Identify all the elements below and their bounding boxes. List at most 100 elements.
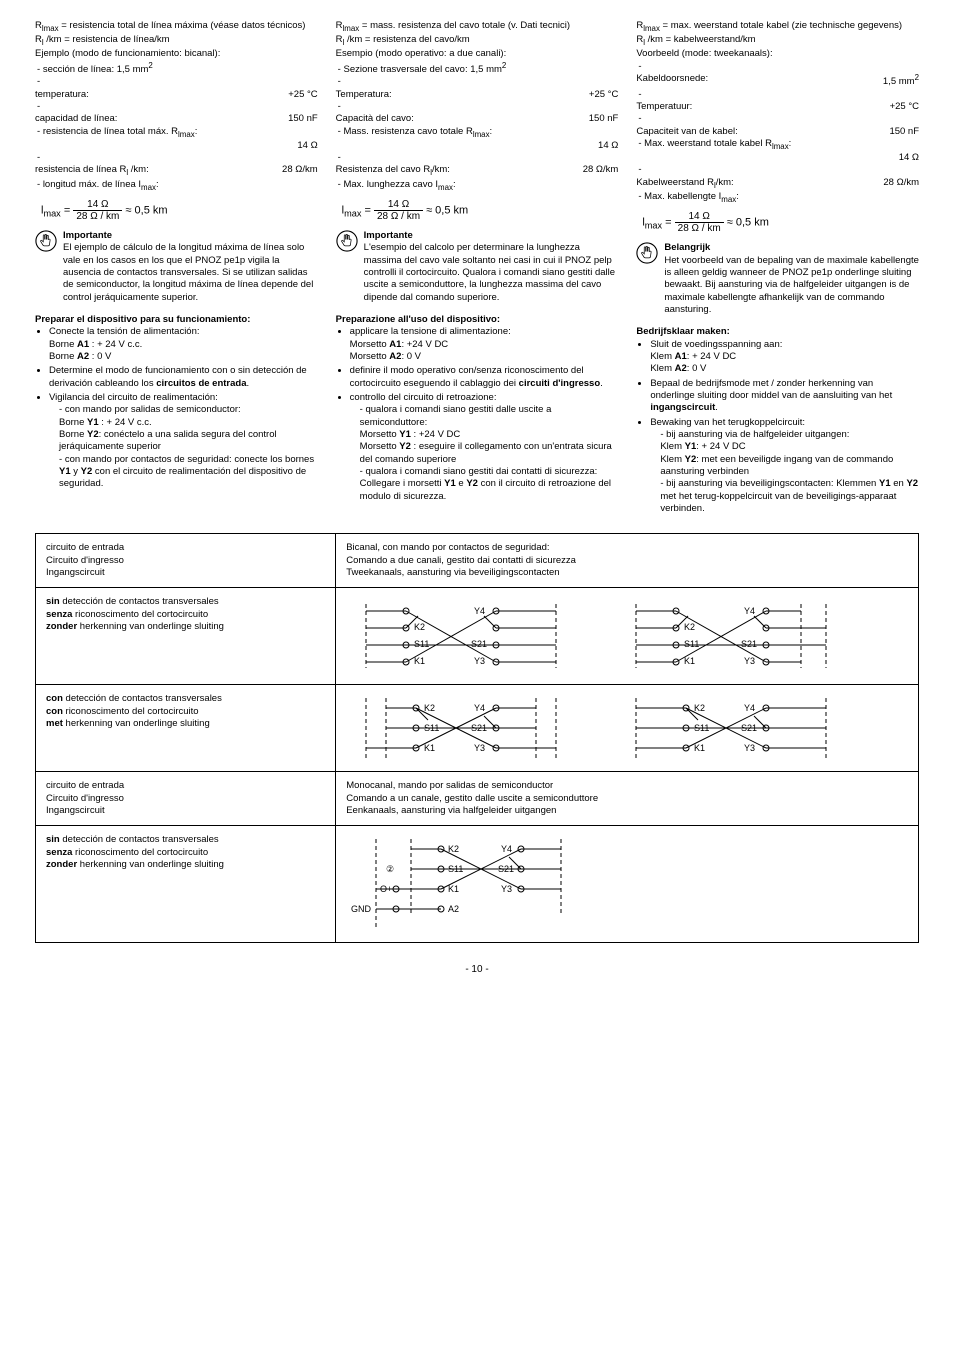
r4-left: circuito de entrada Circuito d'ingresso …	[36, 772, 336, 826]
hand-icon	[336, 230, 358, 304]
v: 14 Ω	[297, 140, 317, 152]
t: Bepaal de bedrijfsmode met / zonder herk…	[650, 378, 892, 401]
t: : +24 V DC	[411, 429, 460, 440]
lbl: S11	[424, 723, 439, 733]
sub: lmax	[473, 129, 490, 138]
spec-list: Kabeldoorsnede:1,5 mm2 Temperatuur:+25 °…	[636, 61, 919, 205]
circuit-diagram-mono: ② O+ GND K2 S11 K1 A2 Y4 S21 Y3	[346, 834, 606, 934]
txt: = mass. resistenza del cavo totale (v. D…	[359, 20, 570, 31]
v: 28 Ω/km	[883, 177, 919, 191]
txt: /km = resistencia de línea/km	[44, 34, 170, 45]
t: bij aansturing via beveiligingscontacten…	[666, 478, 879, 489]
t: Temperatuur:	[636, 101, 692, 113]
t: met het terug-koppelcircuit van de bevei…	[660, 491, 896, 514]
l: Monocanal, mando por salidas de semicond…	[346, 780, 908, 792]
prep-title: Preparazione all'uso del dispositivo:	[336, 314, 619, 326]
eq: =	[662, 217, 675, 229]
b: senza	[46, 609, 72, 620]
t: con el circuito de realimentación del di…	[59, 466, 306, 489]
lbl: S11	[414, 639, 429, 649]
lbl: Y3	[474, 743, 485, 753]
t: con mando por contactos de seguridad: co…	[65, 454, 314, 465]
t: detección de contactos transversales	[60, 834, 219, 845]
lbl: Y4	[474, 606, 485, 616]
t: Borne	[49, 351, 77, 362]
t: controllo del circuito di retroazione:	[350, 392, 497, 403]
circuit-diagram: K2 S11 K1 Y4 S21 Y3	[346, 693, 576, 763]
l: Ingangscircuit	[46, 805, 325, 817]
v: 150 nF	[288, 113, 318, 125]
t: e	[456, 478, 467, 489]
lbl: Y4	[744, 703, 755, 713]
t: capacidad de línea:	[35, 113, 117, 125]
t: Collegare i morsetti	[360, 478, 444, 489]
note-title: Importante	[63, 230, 318, 242]
t: longitud máx. de línea I	[43, 179, 141, 190]
sub: lmax	[343, 24, 360, 33]
b: Y2	[685, 454, 697, 465]
lbl: ②	[386, 864, 394, 874]
sup: 2	[915, 73, 919, 82]
v: 150 nF	[889, 126, 919, 138]
t: herkenning van onderlinge sluiting	[77, 621, 224, 632]
example-title: Ejemplo (modo de funcionamiento: bicanal…	[35, 48, 318, 60]
eq: =	[361, 204, 374, 216]
v: +25 °C	[288, 89, 317, 101]
spec-list: sección de línea: 1,5 mm2 temperatura:+2…	[35, 61, 318, 193]
note-title: Importante	[364, 230, 619, 242]
note-title: Belangrijk	[664, 242, 919, 254]
v: 14 Ω	[899, 152, 919, 164]
b: Y2	[81, 466, 93, 477]
spec-list: Sezione trasversale del cavo: 1,5 mm2 Te…	[336, 61, 619, 193]
t: Kabeldoorsnede:	[636, 73, 708, 89]
v: 1,5 mm	[883, 76, 915, 87]
txt: = max. weerstand totale kabel (zie techn…	[660, 20, 902, 31]
lbl: S21	[498, 864, 514, 874]
b: A1	[77, 339, 89, 350]
t: qualora i comandi siano gestiti dalle us…	[360, 404, 552, 427]
t: Max. lunghezza cavo I	[343, 179, 438, 190]
lbl: S11	[448, 864, 463, 874]
note-body-text: Het voorbeeld van de bepaling van de max…	[664, 255, 919, 317]
lbl: S11	[684, 639, 699, 649]
t: en	[891, 478, 907, 489]
lbl: K1	[414, 656, 425, 666]
t: Sezione trasversale del cavo: 1,5 mm	[343, 64, 501, 75]
num: 14 Ω	[675, 211, 724, 223]
hand-icon	[636, 242, 658, 316]
t: riconoscimento del cortocircuito	[72, 609, 208, 620]
sub: lmax	[643, 24, 660, 33]
t: Mass. resistenza cavo totale R	[343, 126, 472, 137]
num: 14 Ω	[374, 199, 423, 211]
t: Bewaking van het terugkoppelcircuit:	[650, 417, 805, 428]
t2: /km:	[432, 164, 450, 175]
b: sin	[46, 596, 60, 607]
t: Max. weerstand totale kabel R	[644, 138, 772, 149]
b: Y1	[87, 417, 99, 428]
t: con mando por salidas de semiconductor:	[65, 404, 241, 415]
note-importante: Importante El ejemplo de cálculo de la l…	[35, 230, 318, 304]
rlmax-line: Rlmax = max. weerstand totale kabel (zie…	[636, 20, 919, 34]
r1-right: Bicanal, con mando por contactos de segu…	[336, 534, 919, 588]
r4-right: Monocanal, mando por salidas de semicond…	[336, 772, 919, 826]
example-title: Voorbeeld (mode: tweekanaals):	[636, 48, 919, 60]
sup: 2	[502, 61, 506, 70]
t: Sluit de voedingsspanning aan:	[650, 339, 782, 350]
circuit-diagram: K2 S11 K1 Y4 S21 Y3	[346, 596, 576, 676]
r5-right: ② O+ GND K2 S11 K1 A2 Y4 S21 Y3	[336, 826, 919, 943]
b: A1	[675, 351, 687, 362]
b: A2	[389, 351, 401, 362]
eq: =	[61, 204, 74, 216]
t: Resistenza del cavo R	[336, 164, 431, 175]
t: temperatura:	[35, 89, 89, 101]
b: Y2	[906, 478, 918, 489]
rlkm-line: Rl /km = kabelweerstand/km	[636, 34, 919, 48]
note-belangrijk: Belangrijk Het voorbeeld van de bepaling…	[636, 242, 919, 316]
b: Y1	[399, 429, 411, 440]
sub: lmax	[42, 24, 59, 33]
t: : 0 V	[687, 363, 707, 374]
circuit-diagram: K2 S11 K1 Y4 S21 Y3	[616, 693, 846, 763]
lbl: GND	[351, 904, 372, 914]
b: con	[46, 706, 63, 717]
r3-left: con detección de contactos transversales…	[36, 685, 336, 772]
